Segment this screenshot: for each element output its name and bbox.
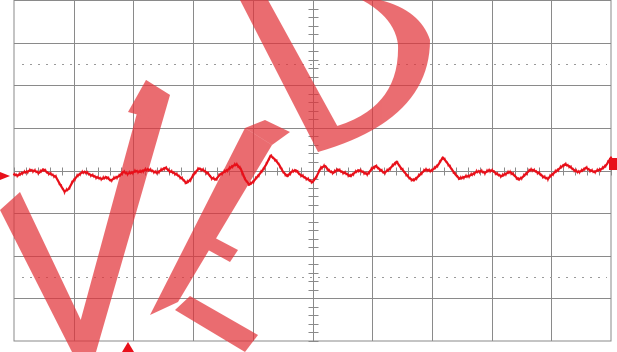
watermark bbox=[0, 0, 430, 352]
trace-layer bbox=[12, 153, 613, 196]
triangle-right-icon bbox=[0, 172, 10, 180]
markers bbox=[0, 158, 617, 352]
arrow-up-icon bbox=[122, 342, 134, 352]
channel-number-icon bbox=[609, 158, 617, 170]
trace-line-1 bbox=[12, 154, 613, 193]
trace-noise-1 bbox=[13, 153, 611, 196]
center-axis-ticks bbox=[14, 0, 612, 342]
